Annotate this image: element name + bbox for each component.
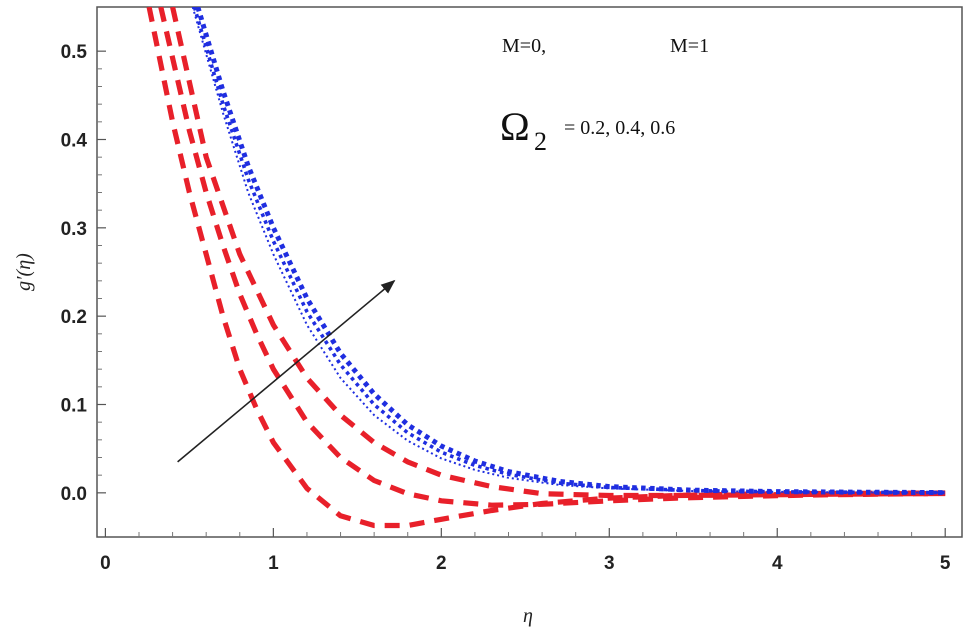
series-line-3: [170, 7, 946, 499]
plot-frame: [96, 6, 963, 538]
series-line-6: [195, 7, 946, 496]
x-axis-title: η: [523, 605, 533, 627]
omega-subscript: 2: [534, 127, 547, 156]
series-line-1: [146, 7, 946, 529]
x-tick-label: 4: [772, 553, 783, 574]
y-tick-label: 0.1: [61, 396, 88, 417]
series-line-5: [192, 7, 946, 495]
x-tick-label: 1: [268, 553, 279, 574]
y-tick-label: 0.4: [61, 131, 88, 152]
trend-arrow: [177, 279, 396, 463]
omega-values: = 0.2, 0.4, 0.6: [564, 117, 675, 139]
x-tick-label: 3: [604, 553, 615, 574]
x-tick-label: 0: [100, 553, 111, 574]
y-tick-label: 0.0: [61, 484, 87, 505]
x-tick-label: 5: [940, 553, 951, 574]
series-line-4: [191, 7, 946, 494]
series-line-2: [158, 7, 946, 508]
y-tick-label: 0.2: [61, 307, 87, 328]
legend-m0: M=0,: [502, 35, 546, 57]
legend-m1: M=1: [670, 35, 709, 57]
x-tick-label: 2: [436, 553, 447, 574]
y-tick-label: 0.5: [61, 42, 88, 63]
omega-symbol: Ω: [500, 104, 530, 149]
y-axis-title: g′(η): [13, 253, 35, 291]
y-tick-label: 0.3: [61, 219, 87, 240]
